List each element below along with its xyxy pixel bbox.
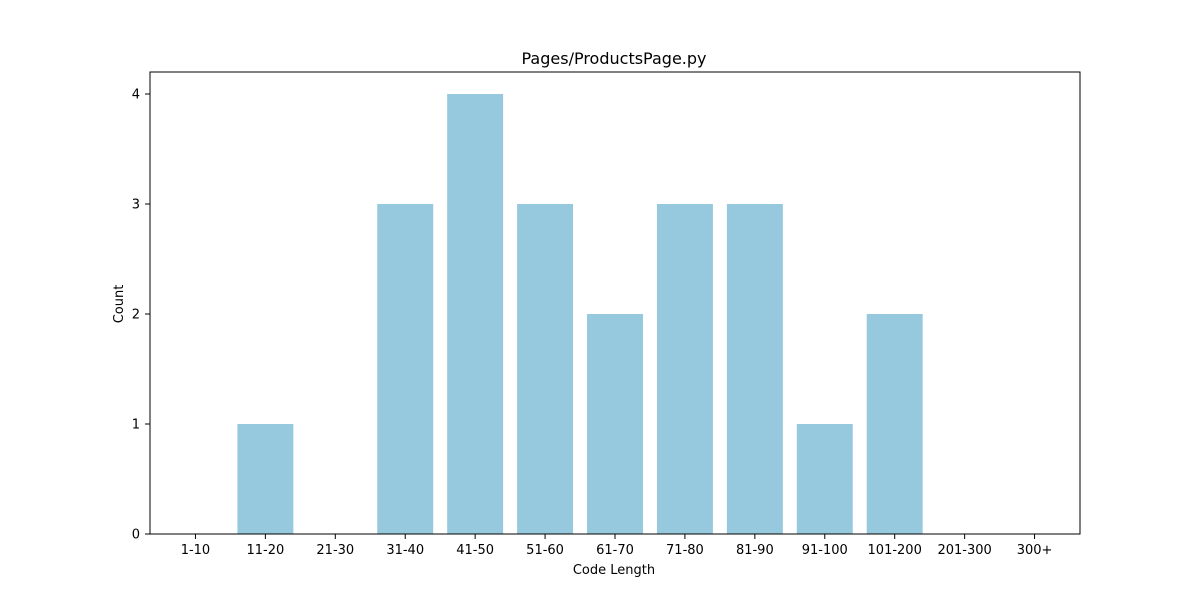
x-tick-label-31-40: 31-40 [386, 543, 424, 558]
x-tick-label-71-80: 71-80 [666, 543, 704, 558]
x-axis-title: Code Length [573, 563, 655, 578]
x-tick-label-300+: 300+ [1017, 543, 1053, 558]
bar-31-40 [377, 204, 434, 534]
x-tick-label-81-90: 81-90 [736, 543, 774, 558]
x-tick-label-51-60: 51-60 [526, 543, 564, 558]
y-axis-title: Count [112, 285, 127, 324]
chart-title: Pages/ProductsPage.py [522, 49, 707, 68]
bar-101-200 [866, 314, 923, 534]
y-tick-label-2: 2 [132, 308, 140, 323]
y-tick-label-0: 0 [132, 528, 140, 543]
y-tick-label-4: 4 [132, 88, 140, 103]
x-tick-label-21-30: 21-30 [316, 543, 354, 558]
x-tick-label-41-50: 41-50 [456, 543, 494, 558]
plot-area: 1-10 11-20 21-30 31-40 41-50 51-60 61-70 71-80 8… [132, 71, 1081, 558]
x-tick-label-101-200: 101-200 [868, 543, 922, 558]
x-tick-label-11-20: 11-20 [246, 543, 284, 558]
bar-51-60 [517, 204, 574, 534]
bar-81-90 [726, 204, 783, 534]
bar-91-100 [796, 424, 853, 534]
bar-41-50 [447, 94, 504, 534]
x-tick-label-1-10: 1-10 [181, 543, 211, 558]
bar-11-20 [237, 424, 294, 534]
y-tick-label-1: 1 [132, 418, 140, 433]
bar-61-70 [587, 314, 643, 534]
x-tick-label-91-100: 91-100 [802, 543, 848, 558]
x-tick-label-61-70: 61-70 [596, 543, 634, 558]
bar-71-80 [656, 204, 713, 534]
x-tick-label-201-300: 201-300 [937, 543, 991, 558]
y-tick-label-3: 3 [132, 198, 140, 213]
